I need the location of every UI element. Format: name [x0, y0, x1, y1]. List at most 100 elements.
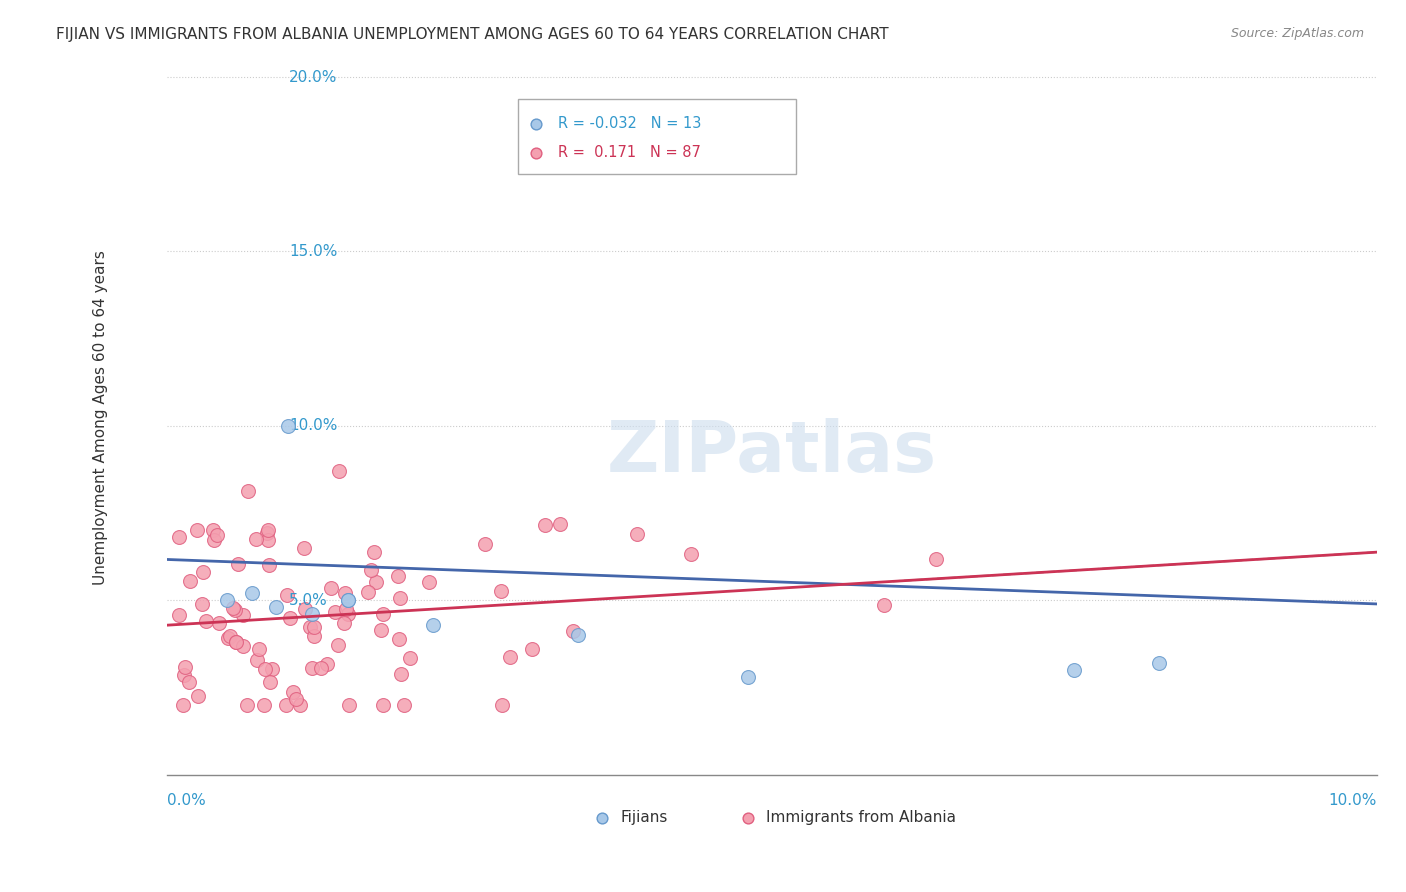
- Point: [356, 585, 378, 599]
- Point: [304, 629, 326, 643]
- Point: [173, 668, 195, 682]
- Point: [172, 698, 194, 712]
- Point: [177, 675, 200, 690]
- Point: [278, 611, 301, 625]
- Point: [873, 598, 896, 612]
- Point: [737, 670, 759, 684]
- Text: R = -0.032   N = 13: R = -0.032 N = 13: [558, 117, 702, 131]
- Point: [283, 684, 305, 698]
- Point: [333, 586, 356, 600]
- Point: [302, 620, 325, 634]
- Point: [245, 533, 267, 547]
- Point: [309, 661, 332, 675]
- Point: [256, 533, 278, 547]
- Point: [336, 607, 359, 621]
- Point: [335, 601, 357, 615]
- Point: [363, 545, 385, 559]
- Point: [339, 698, 361, 712]
- Point: [520, 641, 543, 656]
- Text: 15.0%: 15.0%: [290, 244, 337, 259]
- Text: Immigrants from Albania: Immigrants from Albania: [766, 810, 956, 825]
- Point: [195, 614, 218, 628]
- Point: [301, 607, 323, 622]
- Point: [294, 541, 316, 555]
- Point: [167, 530, 190, 544]
- Point: [399, 650, 422, 665]
- Point: [294, 601, 316, 615]
- Text: Fijians: Fijians: [620, 810, 668, 825]
- Point: [274, 698, 297, 712]
- Point: [474, 537, 496, 551]
- Point: [491, 584, 513, 599]
- Text: Unemployment Among Ages 60 to 64 years: Unemployment Among Ages 60 to 64 years: [93, 250, 108, 584]
- Text: 10.0%: 10.0%: [1329, 793, 1376, 807]
- Point: [225, 635, 247, 649]
- Point: [226, 558, 249, 572]
- FancyBboxPatch shape: [517, 99, 796, 174]
- Point: [1063, 663, 1085, 677]
- Point: [259, 675, 281, 690]
- Point: [202, 524, 225, 538]
- Point: [315, 657, 337, 672]
- Point: [187, 690, 209, 704]
- Point: [256, 523, 278, 537]
- Point: [388, 632, 411, 647]
- Point: [328, 638, 350, 652]
- Point: [700, 122, 723, 136]
- Text: ZIPatlas: ZIPatlas: [607, 418, 936, 487]
- Point: [333, 616, 356, 631]
- Point: [217, 631, 239, 645]
- Point: [562, 624, 585, 639]
- Point: [208, 615, 231, 630]
- Point: [548, 517, 571, 532]
- Point: [232, 608, 254, 623]
- Point: [370, 623, 392, 637]
- Point: [323, 605, 346, 619]
- Point: [389, 667, 412, 681]
- Point: [1147, 656, 1170, 670]
- Point: [253, 662, 276, 676]
- Text: 10.0%: 10.0%: [290, 418, 337, 434]
- Point: [276, 588, 298, 602]
- Point: [253, 698, 276, 712]
- Point: [191, 597, 214, 611]
- Point: [256, 526, 278, 541]
- Point: [534, 517, 557, 532]
- Point: [186, 523, 208, 537]
- Point: [679, 547, 702, 561]
- Point: [285, 691, 308, 706]
- Point: [202, 533, 225, 547]
- Point: [366, 575, 388, 590]
- Point: [236, 698, 259, 712]
- Point: [360, 563, 382, 577]
- Point: [260, 662, 283, 676]
- Point: [221, 600, 243, 615]
- Point: [387, 569, 409, 583]
- Point: [319, 581, 342, 595]
- Text: Source: ZipAtlas.com: Source: ZipAtlas.com: [1230, 27, 1364, 40]
- Point: [373, 607, 395, 622]
- Point: [179, 574, 201, 588]
- Point: [219, 629, 242, 643]
- Point: [257, 558, 280, 572]
- Point: [247, 642, 270, 657]
- Point: [232, 639, 254, 653]
- Point: [371, 698, 394, 712]
- Text: R =  0.171   N = 87: R = 0.171 N = 87: [558, 145, 700, 160]
- Point: [925, 552, 948, 566]
- Point: [167, 607, 190, 622]
- Text: 0.0%: 0.0%: [167, 793, 205, 807]
- Text: FIJIAN VS IMMIGRANTS FROM ALBANIA UNEMPLOYMENT AMONG AGES 60 TO 64 YEARS CORRELA: FIJIAN VS IMMIGRANTS FROM ALBANIA UNEMPL…: [56, 27, 889, 42]
- Point: [392, 698, 415, 712]
- Point: [418, 574, 440, 589]
- Point: [567, 628, 589, 642]
- Point: [328, 464, 350, 478]
- Point: [422, 617, 444, 632]
- Point: [389, 591, 412, 606]
- Text: 20.0%: 20.0%: [290, 70, 337, 85]
- Point: [499, 649, 522, 664]
- Point: [337, 593, 360, 607]
- Point: [337, 593, 360, 607]
- Point: [174, 660, 197, 674]
- Point: [240, 586, 263, 600]
